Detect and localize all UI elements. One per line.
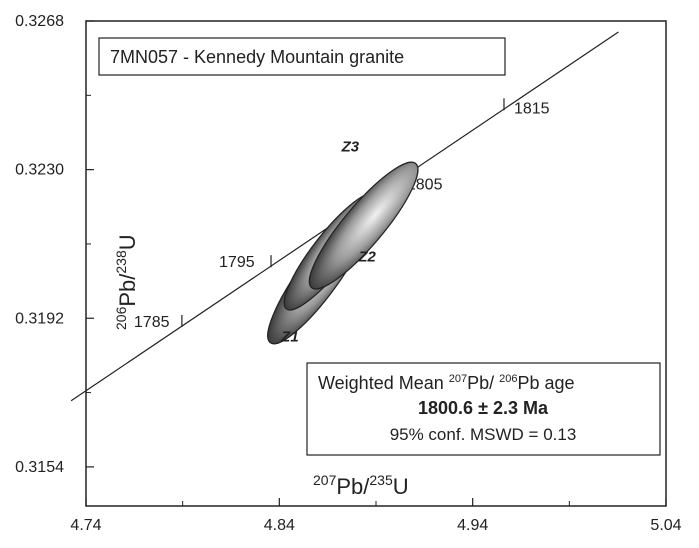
y-tick-label: 0.3268	[15, 13, 64, 30]
result-age: 1800.6 ± 2.3 Ma	[418, 398, 549, 418]
age-label: 1785	[134, 314, 170, 331]
x-tick-label: 4.94	[457, 517, 488, 534]
x-tick-label: 5.04	[650, 517, 681, 534]
x-tick-label: 4.74	[70, 517, 101, 534]
grain-label-z1: Z1	[280, 329, 299, 346]
grain-label-z3: Z3	[341, 139, 360, 156]
age-label: 1815	[514, 100, 550, 117]
error-ellipse-z3	[308, 161, 419, 290]
y-axis-ticks: 0.3154 0.3192 0.3230 0.3268	[15, 13, 94, 476]
y-tick-label: 0.3154	[15, 459, 64, 476]
result-mswd: 95% conf. MSWD = 0.13	[390, 425, 577, 444]
y-tick-label: 0.3230	[15, 162, 64, 179]
error-ellipses: Z1 Z2 Z3	[267, 139, 419, 346]
x-axis-ticks: 4.74 4.84 4.94 5.04	[70, 498, 682, 534]
result-box: Weighted Mean 207Pb/ 206Pb age 1800.6 ± …	[306, 362, 661, 456]
x-tick-label: 4.84	[264, 517, 295, 534]
age-label: 1795	[219, 254, 255, 271]
y-axis-label: 206Pb/238U	[113, 234, 140, 330]
result-line-1: Weighted Mean 207Pb/ 206Pb age	[318, 373, 575, 393]
title-box: 7MN057 - Kennedy Mountain granite	[98, 37, 506, 76]
x-axis-label: 207Pb/235U	[313, 472, 409, 499]
y-tick-label: 0.3192	[15, 310, 64, 327]
grain-label-z2: Z2	[357, 248, 376, 265]
chart-title: 7MN057 - Kennedy Mountain granite	[110, 47, 404, 67]
